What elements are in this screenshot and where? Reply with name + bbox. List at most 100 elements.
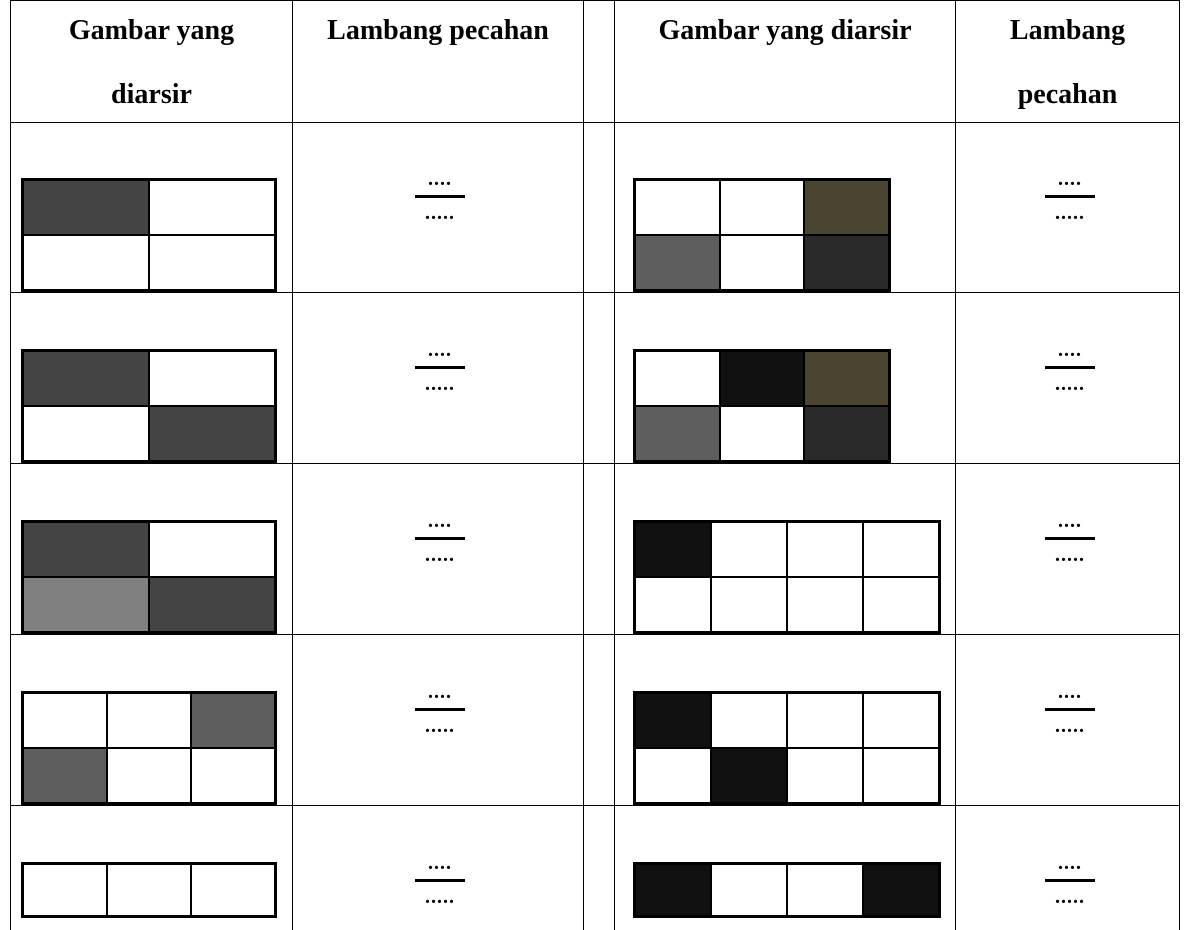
shaded-cell [863, 864, 939, 916]
shaded-cell [804, 351, 889, 406]
unshaded-cell [787, 522, 863, 577]
shaded-cell [23, 748, 107, 803]
fraction-bar [415, 366, 465, 369]
unshaded-cell [23, 235, 149, 290]
unshaded-cell [107, 864, 191, 916]
numerator: .... [1058, 852, 1082, 874]
row-divider [10, 463, 1180, 464]
fraction-bar [1045, 537, 1095, 540]
shaded-cell [635, 406, 720, 461]
unshaded-cell [191, 864, 275, 916]
unshaded-cell [107, 693, 191, 748]
shaded-figure-row3-left [21, 520, 277, 634]
header-lambang-pecahan-right: Lambang pecahan [956, 8, 1179, 118]
shaded-figure-row1-right [633, 178, 891, 292]
unshaded-cell [149, 351, 275, 406]
fraction-blank-row4-left: .... ..... [415, 681, 465, 739]
shaded-cell [191, 693, 275, 748]
row-divider [10, 634, 1180, 635]
shaded-cell [23, 577, 149, 632]
shaded-cell [149, 406, 275, 461]
column-divider-2 [583, 0, 584, 930]
denominator: ..... [425, 715, 455, 737]
unshaded-cell [635, 351, 720, 406]
unshaded-cell [107, 748, 191, 803]
numerator: .... [1058, 168, 1082, 190]
unshaded-cell [635, 180, 720, 235]
unshaded-cell [23, 693, 107, 748]
unshaded-cell [149, 235, 275, 290]
denominator: ..... [1055, 886, 1085, 908]
unshaded-cell [711, 864, 787, 916]
header-lambang-pecahan-left: Lambang pecahan [293, 8, 583, 54]
header-gambar-yang-diarsir-left: Gambar yang diarsir [11, 8, 292, 118]
unshaded-cell [787, 577, 863, 632]
shaded-cell [635, 235, 720, 290]
numerator: .... [1058, 681, 1082, 703]
unshaded-cell [711, 577, 787, 632]
shaded-cell [149, 577, 275, 632]
fraction-blank-row5-right: .... ..... [1045, 852, 1095, 910]
denominator: ..... [425, 373, 455, 395]
shaded-cell [635, 864, 711, 916]
shaded-cell [23, 522, 149, 577]
unshaded-cell [23, 864, 107, 916]
numerator: .... [1058, 339, 1082, 361]
unshaded-cell [719, 406, 805, 461]
denominator: ..... [1055, 544, 1085, 566]
unshaded-cell [787, 693, 863, 748]
fraction-bar [1045, 195, 1095, 198]
shaded-cell [804, 406, 889, 461]
numerator: .... [428, 852, 452, 874]
shaded-figure-row2-right [633, 349, 891, 463]
shaded-figure-row4-right [633, 691, 941, 805]
denominator: ..... [425, 886, 455, 908]
unshaded-cell [787, 748, 863, 803]
denominator: ..... [1055, 715, 1085, 737]
unshaded-cell [149, 522, 275, 577]
numerator: .... [1058, 510, 1082, 532]
fraction-bar [415, 879, 465, 882]
unshaded-cell [863, 577, 939, 632]
numerator: .... [428, 510, 452, 532]
fraction-blank-row1-right: .... ..... [1045, 168, 1095, 226]
shaded-cell [719, 351, 805, 406]
numerator: .... [428, 168, 452, 190]
unshaded-cell [149, 180, 275, 235]
unshaded-cell [863, 522, 939, 577]
table-border-top [10, 0, 1180, 1]
shaded-cell [635, 522, 711, 577]
header-line: Lambang [1009, 15, 1126, 46]
fraction-blank-row2-left: .... ..... [415, 339, 465, 397]
column-divider-1 [292, 0, 293, 930]
fraction-bar [1045, 879, 1095, 882]
header-line: Gambar yang [68, 15, 235, 46]
numerator: .... [428, 339, 452, 361]
fraction-bar [1045, 366, 1095, 369]
unshaded-cell [711, 522, 787, 577]
header-line: Gambar yang diarsir [658, 15, 912, 46]
unshaded-cell [863, 693, 939, 748]
fraction-blank-row5-left: .... ..... [415, 852, 465, 910]
denominator: ..... [425, 202, 455, 224]
shaded-figure-row3-right [633, 520, 941, 634]
header-line: Lambang pecahan [327, 15, 549, 46]
shaded-cell [711, 748, 787, 803]
unshaded-cell [711, 693, 787, 748]
header-gambar-yang-diarsir-right: Gambar yang diarsir [615, 8, 955, 54]
denominator: ..... [1055, 202, 1085, 224]
shaded-figure-row2-left [21, 349, 277, 463]
numerator: .... [428, 681, 452, 703]
fraction-bar [415, 708, 465, 711]
unshaded-cell [787, 864, 863, 916]
fraction-blank-row4-right: .... ..... [1045, 681, 1095, 739]
fraction-blank-row3-left: .... ..... [415, 510, 465, 568]
unshaded-cell [635, 577, 711, 632]
row-divider [10, 805, 1180, 806]
denominator: ..... [1055, 373, 1085, 395]
unshaded-cell [191, 748, 275, 803]
row-divider [10, 122, 1180, 123]
table-border-left [10, 0, 11, 930]
header-line: pecahan [1017, 79, 1118, 110]
fraction-blank-row1-left: .... ..... [415, 168, 465, 226]
